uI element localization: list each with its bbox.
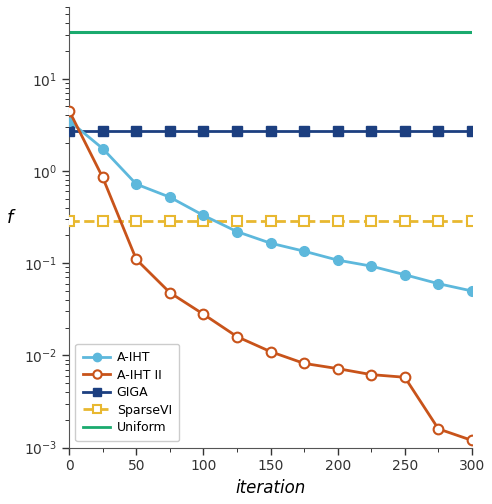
- Y-axis label: f: f: [7, 209, 13, 227]
- Legend: A-IHT, A-IHT II, GIGA, SparseVI, Uniform: A-IHT, A-IHT II, GIGA, SparseVI, Uniform: [75, 344, 179, 442]
- X-axis label: iteration: iteration: [235, 479, 306, 497]
